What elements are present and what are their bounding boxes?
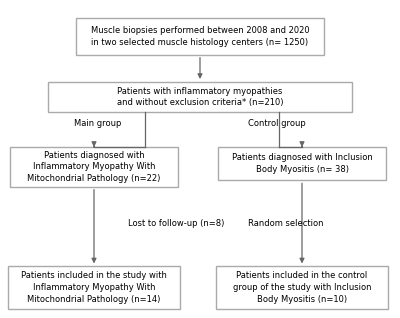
Text: Control group: Control group (248, 119, 306, 128)
Text: Patients with inflammatory myopathies
and without exclusion criteria* (n=210): Patients with inflammatory myopathies an… (117, 86, 283, 107)
Text: Random selection: Random selection (248, 219, 324, 228)
Text: Patients diagnosed with
Inflammatory Myopathy With
Mitochondrial Pathology (n=22: Patients diagnosed with Inflammatory Myo… (27, 151, 161, 183)
Text: Lost to follow-up (n=8): Lost to follow-up (n=8) (128, 219, 224, 228)
FancyBboxPatch shape (218, 147, 386, 181)
FancyBboxPatch shape (216, 266, 388, 309)
Text: Patients diagnosed with Inclusion
Body Myositis (n= 38): Patients diagnosed with Inclusion Body M… (232, 153, 372, 174)
FancyBboxPatch shape (10, 147, 178, 187)
Text: Patients included in the control
group of the study with Inclusion
Body Myositis: Patients included in the control group o… (233, 272, 371, 304)
Text: Muscle biopsies performed between 2008 and 2020
in two selected muscle histology: Muscle biopsies performed between 2008 a… (91, 26, 309, 47)
Text: Patients included in the study with
Inflammatory Myopathy With
Mitochondrial Pat: Patients included in the study with Infl… (21, 272, 167, 304)
FancyBboxPatch shape (76, 18, 324, 55)
FancyBboxPatch shape (48, 82, 352, 112)
FancyBboxPatch shape (8, 266, 180, 309)
Text: Main group: Main group (74, 119, 121, 128)
